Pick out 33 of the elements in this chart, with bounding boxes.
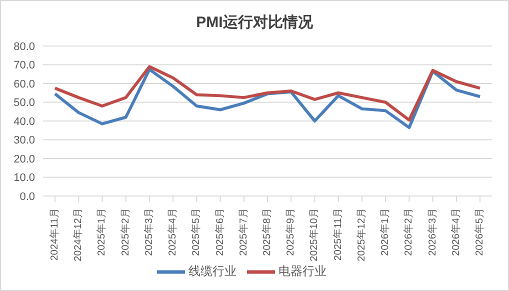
x-tick-label: 2025年5月 — [190, 208, 202, 256]
x-tick-label: 2025年4月 — [166, 208, 179, 256]
x-tick-label: 2026年4月 — [450, 208, 462, 256]
x-tick-label: 2024年12月 — [72, 208, 84, 262]
x-tick-label: 2026年5月 — [474, 208, 486, 256]
y-tick-label: 20.0 — [14, 153, 35, 166]
x-tick-label: 2025年10月 — [308, 208, 320, 262]
y-tick-label: 80.0 — [14, 40, 35, 53]
x-tick-label: 2025年8月 — [261, 208, 273, 256]
line-series — [54, 65, 482, 122]
x-tick-label: 2025年12月 — [355, 208, 368, 262]
x-tick-label: 2025年2月 — [119, 208, 132, 256]
x-tick-label: 2026年3月 — [426, 208, 438, 256]
x-tick-label: 2025年6月 — [214, 208, 226, 256]
y-tick-label: 40.0 — [14, 116, 35, 128]
x-tick-label: 2026年1月 — [379, 208, 392, 256]
line-series — [54, 68, 482, 130]
y-tick-label: 50.0 — [14, 97, 35, 110]
chart-title: PMI运行对比情况 — [195, 13, 314, 32]
y-tick-label: 70.0 — [14, 60, 35, 72]
x-tick-label: 2025年9月 — [284, 208, 297, 256]
legend-label: 线缆行业 — [188, 264, 236, 278]
x-tick-label: 2025年7月 — [237, 208, 250, 256]
legend-label: 电器行业 — [278, 264, 326, 278]
y-tick-label: 30.0 — [14, 134, 35, 147]
x-tick-label: 2025年3月 — [142, 208, 155, 256]
x-tick-label: 2025年1月 — [96, 208, 108, 256]
y-tick-label: 10.0 — [14, 172, 35, 184]
y-tick-label: 0.0 — [20, 190, 35, 203]
x-tick-label: 2024年11月 — [48, 208, 60, 261]
x-tick-label: 2025年11月 — [332, 208, 344, 261]
x-tick-label: 2026年2月 — [402, 208, 415, 256]
y-tick-label: 60.0 — [14, 78, 35, 90]
